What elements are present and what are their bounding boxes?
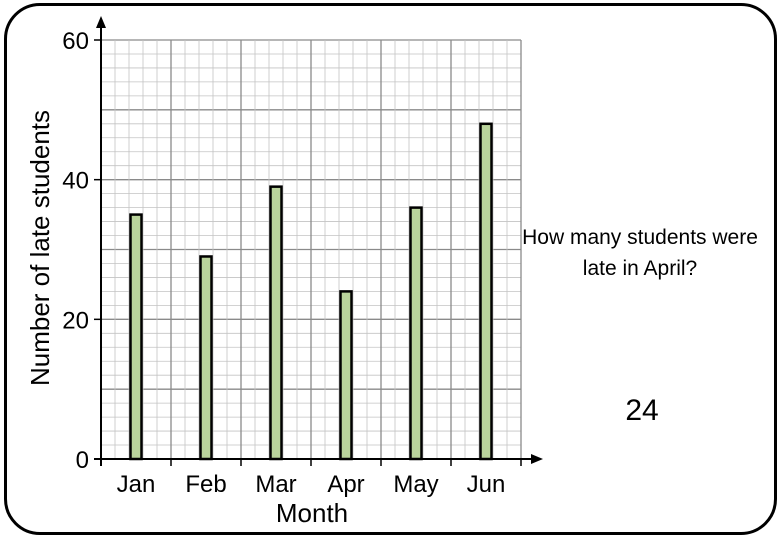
bar-may — [409, 206, 423, 461]
bar-jan — [129, 213, 143, 461]
bar-apr — [339, 290, 353, 461]
x-tick-label: Apr — [327, 471, 364, 498]
y-tick-label: 40 — [62, 168, 89, 195]
answer-text: 24 — [625, 394, 659, 427]
x-axis-label: Month — [276, 498, 348, 528]
x-tick-label: May — [393, 471, 438, 498]
y-axis-label: Number of late students — [25, 110, 55, 386]
x-axis-arrowhead — [531, 454, 543, 464]
chart-tick-labels: Jan Feb Mar Apr May Jun 0 20 40 60 — [62, 28, 505, 498]
bar-mar — [269, 185, 283, 461]
x-tick-label: Mar — [255, 471, 296, 498]
bar-jun — [479, 122, 493, 461]
chart-grid — [100, 39, 522, 460]
question-text: How many students were late in April? — [522, 226, 758, 280]
x-tick-label: Feb — [185, 471, 226, 498]
bar-feb — [199, 255, 213, 461]
y-tick-label: 0 — [76, 447, 89, 474]
y-tick-label: 60 — [62, 28, 89, 55]
x-tick-label: Jun — [467, 471, 506, 498]
chart-axes — [94, 16, 543, 466]
y-axis-arrowhead — [96, 16, 106, 28]
x-tick-label: Jan — [117, 471, 156, 498]
y-tick-label: 20 — [62, 307, 89, 334]
